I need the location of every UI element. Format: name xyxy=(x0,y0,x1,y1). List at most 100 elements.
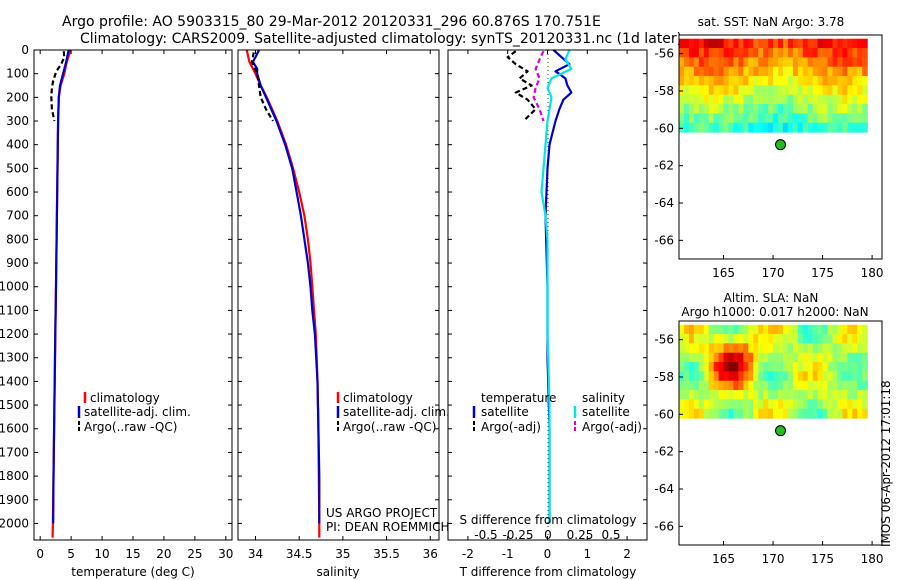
heatmap-cell xyxy=(758,104,764,114)
heatmap-cell xyxy=(723,66,730,77)
heatmap-cell xyxy=(708,371,715,382)
heatmap-cell xyxy=(688,390,695,400)
heatmap-cell xyxy=(862,57,868,68)
heatmap-cell xyxy=(847,352,853,363)
heatmap-cell xyxy=(703,104,710,114)
heatmap-cell xyxy=(718,94,725,105)
heatmap-cell xyxy=(768,113,774,124)
heatmap-cell xyxy=(773,104,779,114)
heatmap-cell xyxy=(778,57,784,68)
heatmap-cell xyxy=(787,76,794,86)
heatmap-cell xyxy=(847,380,853,391)
heatmap-cell xyxy=(738,324,744,335)
heatmap-cell xyxy=(683,362,690,372)
heatmap-cell xyxy=(852,324,858,335)
heatmap-cell xyxy=(703,408,710,419)
heatmap-cell xyxy=(773,113,779,124)
heatmap-cell xyxy=(679,57,685,68)
heatmap-cell xyxy=(822,104,829,114)
legend-label-satellite: satellite-adj. clim. xyxy=(343,405,450,419)
heatmap-cell xyxy=(802,324,809,335)
heatmap-cell xyxy=(778,399,784,410)
heatmap-cell xyxy=(683,352,690,363)
heatmap-cell xyxy=(763,85,769,96)
heatmap-cell xyxy=(768,390,774,400)
heatmap-cell xyxy=(713,76,720,86)
heatmap-cell xyxy=(728,48,735,58)
heatmap-cell xyxy=(763,334,769,344)
heatmap-cell xyxy=(679,66,685,77)
heatmap-cell xyxy=(713,334,720,344)
heatmap-cell xyxy=(862,334,868,344)
heatmap-cell xyxy=(778,380,784,391)
heatmap-cell xyxy=(792,334,799,344)
heatmap-cell xyxy=(797,371,804,382)
heatmap-cell xyxy=(778,85,784,96)
heatmap-cell xyxy=(738,48,744,58)
heatmap-cell xyxy=(802,390,809,400)
heatmap-cell xyxy=(743,113,749,124)
heatmap-cell xyxy=(787,362,794,372)
heatmap-cell xyxy=(782,343,789,354)
heatmap-cell xyxy=(688,408,695,419)
heatmap-cell xyxy=(748,104,754,114)
heatmap-cell xyxy=(713,408,720,419)
x-tick-label: 180 xyxy=(861,266,884,280)
heatmap-cell xyxy=(782,122,789,133)
heatmap-cell xyxy=(827,352,834,363)
heatmap-cell xyxy=(797,399,804,410)
heatmap-cell xyxy=(693,334,700,344)
heatmap-cell xyxy=(807,57,814,68)
heatmap-cell xyxy=(733,352,740,363)
heatmap-cell xyxy=(728,408,735,419)
heatmap-cell xyxy=(688,57,695,68)
heatmap-cell xyxy=(738,380,744,391)
heatmap-cell xyxy=(703,371,710,382)
heatmap-cell xyxy=(812,38,819,49)
heatmap-cell xyxy=(837,380,843,391)
heatmap-cell xyxy=(763,362,769,372)
heatmap-cell xyxy=(713,390,720,400)
heatmap-cell xyxy=(787,85,794,96)
heatmap-cell xyxy=(837,85,843,96)
heatmap-cell xyxy=(792,390,799,400)
heatmap-cell xyxy=(753,113,759,124)
heatmap-cell xyxy=(708,113,715,124)
heatmap-cell xyxy=(733,57,740,68)
heatmap-cell xyxy=(847,66,853,77)
heatmap-cell xyxy=(733,324,740,335)
salinity-series-lines xyxy=(245,49,321,538)
heatmap-cell xyxy=(862,104,868,114)
heatmap-cell xyxy=(688,352,695,363)
heatmap-cell xyxy=(842,390,848,400)
heatmap-cell xyxy=(807,352,814,363)
heatmap-cell xyxy=(758,48,764,58)
y-tick-label: 1500 xyxy=(0,398,29,412)
heatmap-cell xyxy=(773,324,779,335)
heatmap-cell xyxy=(753,408,759,419)
heatmap-cell xyxy=(787,122,794,133)
heatmap-cell xyxy=(832,66,839,77)
heatmap-cell xyxy=(698,362,705,372)
heatmap-cell xyxy=(723,85,730,96)
heatmap-cell xyxy=(842,66,848,77)
heatmap-cell xyxy=(802,343,809,354)
heatmap-cell xyxy=(718,352,725,363)
heatmap-cell xyxy=(812,371,819,382)
heatmap-cell xyxy=(778,408,784,419)
x-tick-label: 175 xyxy=(811,552,834,566)
heatmap-cell xyxy=(738,38,744,49)
heatmap-cell xyxy=(688,362,695,372)
heatmap-cell xyxy=(778,352,784,363)
heatmap-cell xyxy=(703,399,710,410)
legend-title-temperature: temperature xyxy=(481,391,556,405)
heatmap-cell xyxy=(857,334,863,344)
heatmap-cell xyxy=(773,380,779,391)
sla-map-title: Altim. SLA: NaN xyxy=(724,291,819,305)
heatmap-cell xyxy=(768,57,774,68)
heatmap-cell xyxy=(812,104,819,114)
heatmap-cell xyxy=(802,399,809,410)
x-tick-label: 34.5 xyxy=(286,547,313,561)
heatmap-cell xyxy=(817,38,824,49)
heatmap-cell xyxy=(679,343,685,354)
